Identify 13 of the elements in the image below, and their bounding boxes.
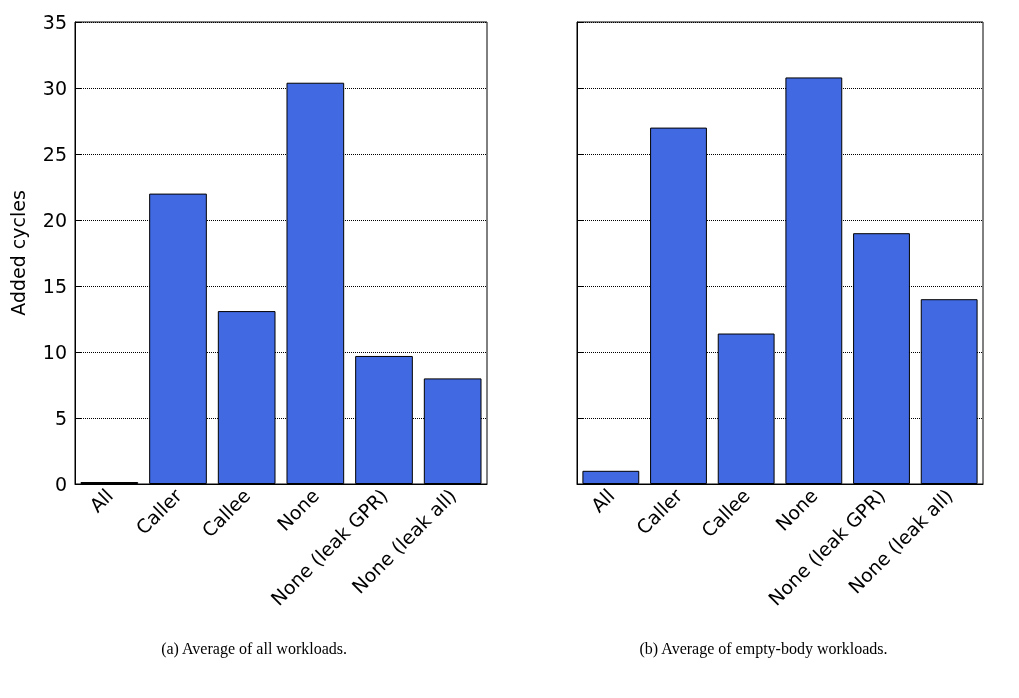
y-tick-label: 30 [42, 77, 67, 99]
y-tick-label: 10 [42, 341, 67, 363]
y-tick-label: 5 [54, 407, 67, 429]
y-axis-title: Added cycles [6, 190, 29, 316]
y-tick-label: 20 [42, 209, 67, 231]
y-tick-label: 25 [42, 143, 67, 165]
y-tick-label: 0 [54, 473, 67, 495]
text: (a) Average of all workloads. [161, 639, 347, 658]
y-tick-label: 35 [42, 11, 67, 33]
x-tick-label: All [84, 484, 118, 517]
x-tick-label: All [586, 484, 619, 517]
text: (b) Average of empty-body workloads. [639, 639, 888, 658]
y-tick-label: 15 [42, 275, 67, 297]
